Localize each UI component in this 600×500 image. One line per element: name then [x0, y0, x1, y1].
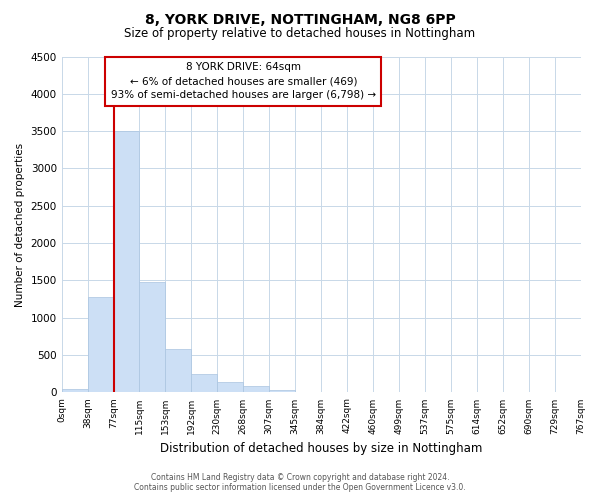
- Bar: [243, 386, 269, 392]
- Bar: [217, 382, 243, 392]
- Bar: [62, 388, 88, 392]
- Y-axis label: Number of detached properties: Number of detached properties: [15, 142, 25, 306]
- Text: 8 YORK DRIVE: 64sqm
← 6% of detached houses are smaller (469)
93% of semi-detach: 8 YORK DRIVE: 64sqm ← 6% of detached hou…: [110, 62, 376, 100]
- Text: Size of property relative to detached houses in Nottingham: Size of property relative to detached ho…: [124, 28, 476, 40]
- Text: Contains HM Land Registry data © Crown copyright and database right 2024.
Contai: Contains HM Land Registry data © Crown c…: [134, 473, 466, 492]
- X-axis label: Distribution of detached houses by size in Nottingham: Distribution of detached houses by size …: [160, 442, 482, 455]
- Bar: [113, 131, 139, 392]
- Bar: [88, 297, 113, 392]
- Bar: [166, 349, 191, 393]
- Bar: [269, 390, 295, 392]
- Bar: [139, 282, 166, 393]
- Text: 8, YORK DRIVE, NOTTINGHAM, NG8 6PP: 8, YORK DRIVE, NOTTINGHAM, NG8 6PP: [145, 12, 455, 26]
- Bar: [191, 374, 217, 392]
